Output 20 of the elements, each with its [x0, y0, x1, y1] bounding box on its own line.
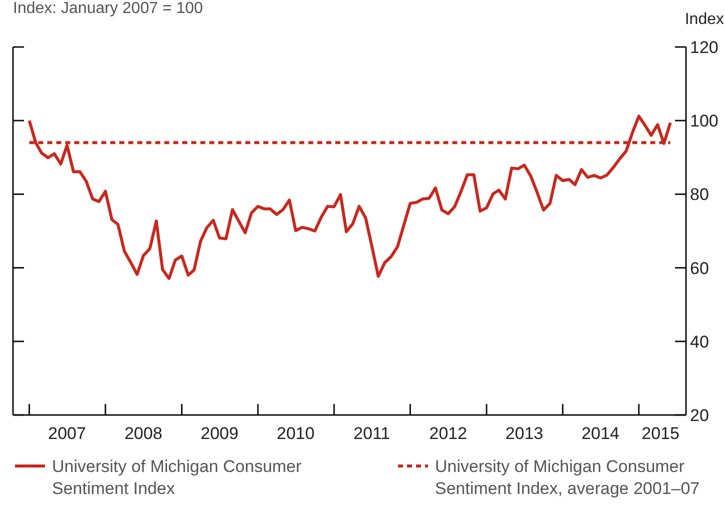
x-tick-label: 2012: [429, 424, 468, 443]
x-tick-label: 2007: [48, 424, 86, 443]
x-tick-label: 2010: [276, 424, 315, 443]
y-tick-label: 100: [690, 112, 718, 131]
x-tick-label: 2009: [200, 424, 238, 443]
y-tick-label: 20: [690, 406, 709, 425]
x-tick-label: 2015: [642, 424, 680, 443]
x-tick-label: 2014: [582, 424, 620, 443]
x-tick-label: 2011: [354, 424, 390, 443]
line-series: [28, 114, 672, 280]
y-tick-label: 40: [690, 332, 709, 352]
chart-subtitle: Index: January 2007 = 100: [13, 0, 204, 17]
y-tick-label: 80: [690, 185, 709, 204]
y-tick-label: 120: [690, 38, 718, 57]
y-tick-label: 60: [690, 258, 709, 278]
x-tick-label: 2013: [505, 424, 544, 443]
legend-label: University of Michigan Consumer Sentiment Index: [52, 456, 302, 498]
y-axis-title: Index: [684, 11, 724, 28]
x-tick-label: 2008: [124, 424, 162, 443]
legend-label: University of Michigan Consumer Sentiment Index, average 2001–07: [435, 456, 700, 498]
